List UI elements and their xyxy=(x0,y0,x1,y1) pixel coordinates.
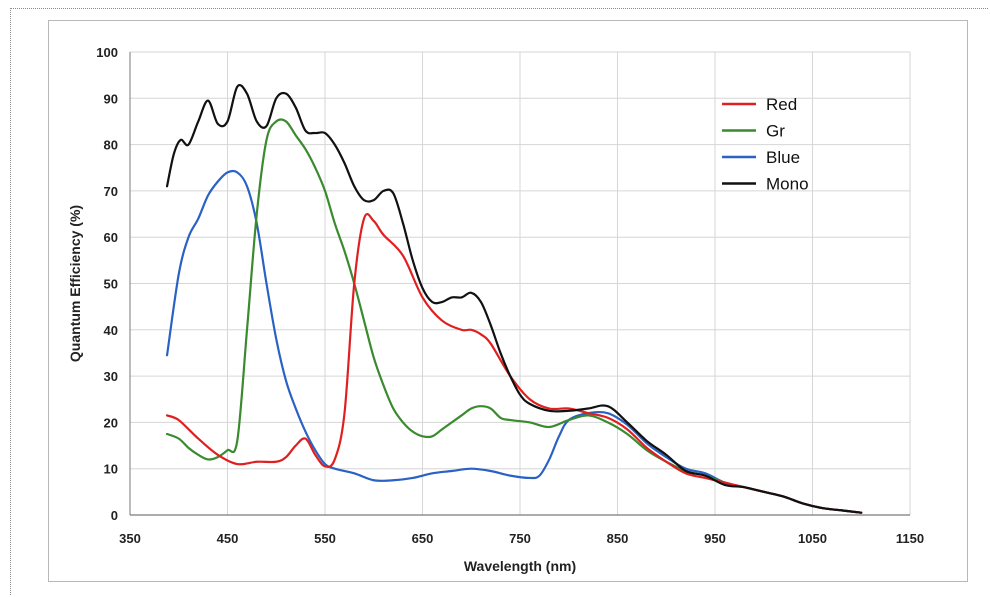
y-tick-label: 30 xyxy=(104,369,118,384)
y-tick-label: 70 xyxy=(104,184,118,199)
y-tick-label: 10 xyxy=(104,462,118,477)
y-tick-label: 100 xyxy=(96,45,118,60)
y-tick-label: 60 xyxy=(104,230,118,245)
legend-label-gr: Gr xyxy=(766,122,785,141)
x-tick-label: 650 xyxy=(412,531,434,546)
series-lines xyxy=(165,83,863,514)
x-tick-label: 850 xyxy=(607,531,629,546)
tick-labels: 350 450 550 650 750 850 950 1050 1150 0 10 20 30 40 50… xyxy=(96,45,924,546)
y-tick-label: 80 xyxy=(104,138,118,153)
legend-label-mono: Mono xyxy=(766,175,809,194)
x-axis-title: Wavelength (nm) xyxy=(464,558,576,574)
grid-lines xyxy=(129,51,911,516)
legend: Red Gr Blue Mono xyxy=(722,95,809,194)
y-tick-label: 20 xyxy=(104,415,118,430)
y-tick-label: 90 xyxy=(104,91,118,106)
y-axis-title: Quantum Efficiency (%) xyxy=(67,205,83,362)
legend-label-blue: Blue xyxy=(766,148,800,167)
x-tick-label: 1050 xyxy=(798,531,827,546)
x-tick-label: 350 xyxy=(119,531,141,546)
x-tick-label: 950 xyxy=(704,531,726,546)
legend-label-red: Red xyxy=(766,95,797,114)
y-tick-label: 0 xyxy=(111,508,118,523)
axes xyxy=(129,52,910,516)
x-tick-label: 750 xyxy=(509,531,531,546)
x-tick-label: 450 xyxy=(217,531,239,546)
y-tick-label: 50 xyxy=(104,277,118,292)
series-line-red xyxy=(165,213,863,514)
x-tick-label: 550 xyxy=(314,531,336,546)
x-tick-label: 1150 xyxy=(896,531,924,546)
outer-dotted-border xyxy=(10,8,988,595)
y-tick-label: 40 xyxy=(104,323,118,338)
series-line-blue xyxy=(165,169,863,514)
series-line-mono xyxy=(165,83,863,514)
